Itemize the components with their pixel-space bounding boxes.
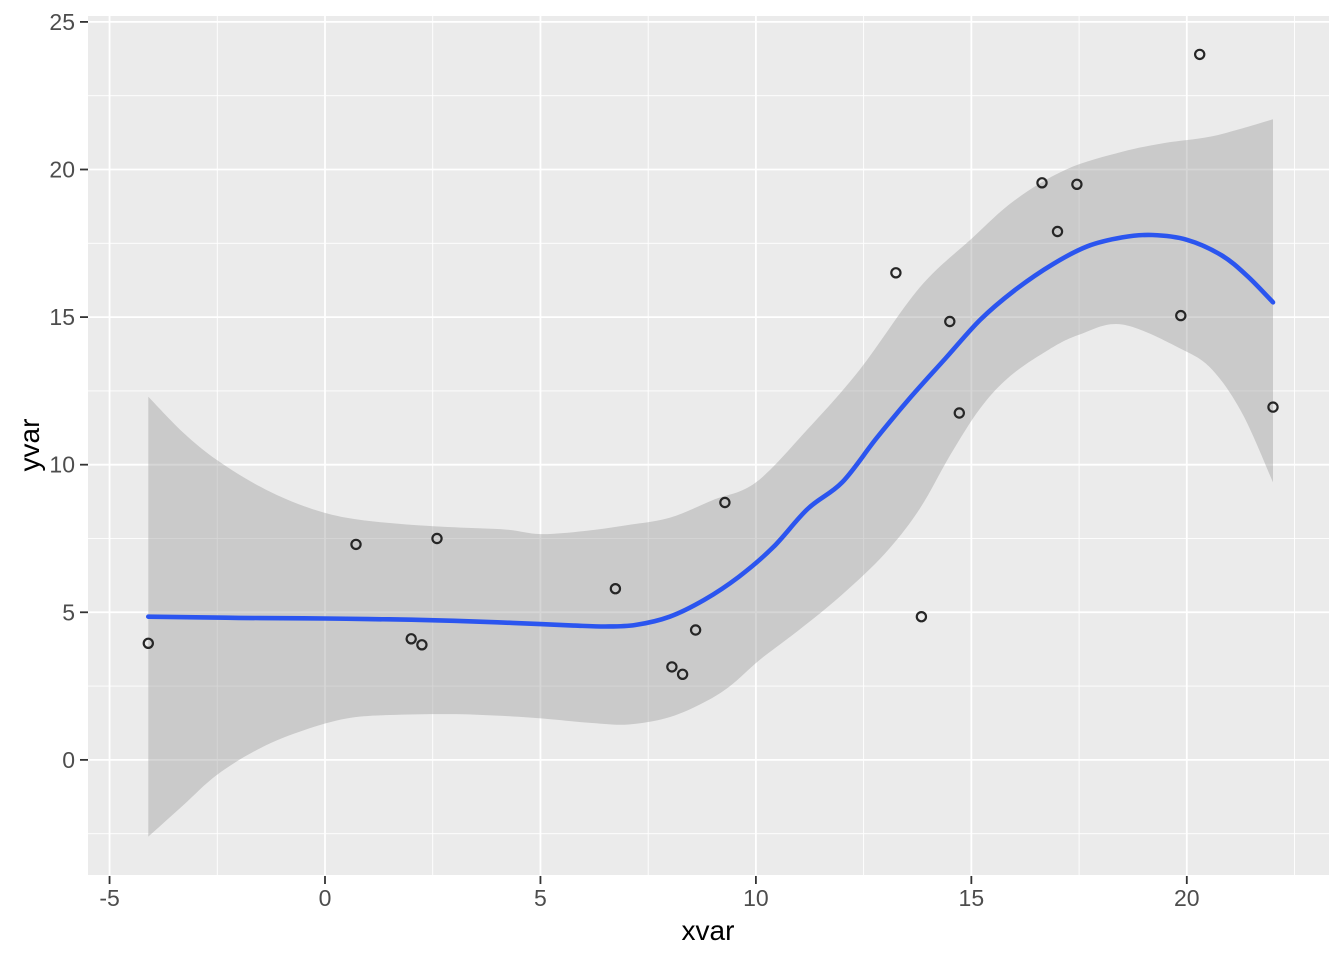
data-point xyxy=(1267,401,1279,413)
data-point xyxy=(1175,309,1187,322)
data-point xyxy=(350,538,362,551)
data-point xyxy=(416,639,428,651)
y-axis-title: yvar xyxy=(14,418,45,472)
data-point xyxy=(953,407,966,419)
data-point xyxy=(609,583,622,595)
y-tick-label: 25 xyxy=(49,9,75,35)
data-point xyxy=(666,661,678,673)
data-point xyxy=(431,532,443,545)
y-tick-label: 5 xyxy=(62,599,75,625)
y-tick-label: 15 xyxy=(49,304,75,330)
data-point xyxy=(142,637,154,650)
x-tick-label: 0 xyxy=(319,885,332,911)
data-point xyxy=(944,315,956,328)
data-point xyxy=(719,496,731,509)
data-point xyxy=(676,668,689,681)
y-tick-label: 20 xyxy=(49,156,75,182)
x-tick-label: 10 xyxy=(743,885,769,911)
confidence-band xyxy=(148,119,1273,837)
data-point xyxy=(689,624,702,636)
x-tick-label: 15 xyxy=(959,885,985,911)
x-axis-title: xvar xyxy=(681,915,735,946)
data-point xyxy=(915,611,928,623)
panel-background xyxy=(88,16,1329,875)
x-tick-label: 5 xyxy=(534,885,547,911)
x-tick-label: 20 xyxy=(1174,885,1200,911)
data-point xyxy=(890,267,902,279)
smooth-line xyxy=(146,232,1276,629)
y-tick-label: 10 xyxy=(49,452,75,478)
data-point xyxy=(1193,48,1206,61)
data-point xyxy=(405,633,417,645)
data-point xyxy=(1051,225,1064,238)
data-point xyxy=(1071,178,1083,190)
y-tick-label: 0 xyxy=(62,747,75,773)
x-tick-label: -5 xyxy=(99,885,119,911)
data-point xyxy=(1036,177,1048,189)
